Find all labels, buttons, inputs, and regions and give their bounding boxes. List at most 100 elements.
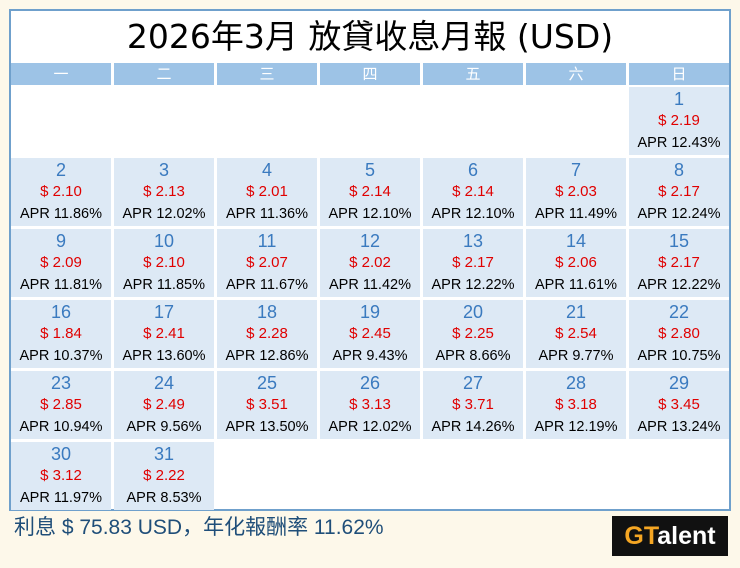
interest-amount: $ 1.84 <box>40 325 82 342</box>
apr-value: APR 12.02% <box>328 419 412 435</box>
day-cell: 30 $ 3.12 APR 11.97% <box>11 442 111 510</box>
day-cell: 18 $ 2.28 APR 12.86% <box>217 300 317 368</box>
day-cell: 13 $ 2.17 APR 12.22% <box>423 229 523 297</box>
interest-amount: $ 2.09 <box>40 254 82 271</box>
day-cell: 6 $ 2.14 APR 12.10% <box>423 158 523 226</box>
interest-amount: $ 2.41 <box>143 325 185 342</box>
day-number: 13 <box>462 231 484 251</box>
weekday-label: 四 <box>320 63 420 85</box>
day-cell: 28 $ 3.18 APR 12.19% <box>526 371 626 439</box>
apr-value: APR 8.53% <box>126 490 202 506</box>
interest-amount: $ 2.28 <box>246 325 288 342</box>
apr-value: APR 11.85% <box>123 277 205 293</box>
apr-value: APR 11.97% <box>20 490 102 506</box>
day-number: 26 <box>359 373 381 393</box>
day-number: 11 <box>257 231 277 251</box>
day-cell: 22 $ 2.80 APR 10.75% <box>629 300 729 368</box>
day-number: 23 <box>50 373 72 393</box>
day-number: 25 <box>256 373 278 393</box>
empty-cell <box>11 87 111 155</box>
day-cell: 26 $ 3.13 APR 12.02% <box>320 371 420 439</box>
day-number: 5 <box>364 160 375 180</box>
logo-part1: GT <box>624 522 658 550</box>
apr-value: APR 12.43% <box>637 135 721 151</box>
apr-value: APR 13.60% <box>122 348 206 364</box>
apr-value: APR 11.61% <box>535 277 617 293</box>
day-cell: 9 $ 2.09 APR 11.81% <box>11 229 111 297</box>
empty-cell <box>423 87 523 155</box>
day-number: 4 <box>261 160 272 180</box>
apr-value: APR 12.19% <box>534 419 618 435</box>
apr-value: APR 12.10% <box>431 206 515 222</box>
day-cell: 10 $ 2.10 APR 11.85% <box>114 229 214 297</box>
interest-amount: $ 3.13 <box>349 396 391 413</box>
summary-text: 利息 $ 75.83 USD，年化報酬率 11.62% <box>14 516 384 539</box>
day-number: 27 <box>462 373 484 393</box>
apr-value: APR 11.86% <box>20 206 102 222</box>
weekday-label: 二 <box>114 63 214 85</box>
interest-amount: $ 2.06 <box>555 254 597 271</box>
gtalent-logo: GTalent <box>612 516 728 556</box>
interest-amount: $ 2.19 <box>658 112 700 129</box>
day-number: 10 <box>153 231 175 251</box>
day-cell: 1 $ 2.19 APR 12.43% <box>629 87 729 155</box>
interest-amount: $ 2.80 <box>658 325 700 342</box>
weekday-label: 日 <box>629 63 729 85</box>
empty-cell <box>320 87 420 155</box>
logo-part2: alent <box>657 522 716 550</box>
day-number: 8 <box>673 160 684 180</box>
day-cell: 27 $ 3.71 APR 14.26% <box>423 371 523 439</box>
apr-value: APR 12.24% <box>637 206 721 222</box>
weekday-label: 三 <box>217 63 317 85</box>
interest-amount: $ 2.02 <box>349 254 391 271</box>
day-number: 12 <box>359 231 381 251</box>
interest-amount: $ 2.03 <box>555 183 597 200</box>
interest-amount: $ 3.51 <box>246 396 288 413</box>
day-number: 3 <box>158 160 169 180</box>
weekday-label: 一 <box>11 63 111 85</box>
day-cell: 4 $ 2.01 APR 11.36% <box>217 158 317 226</box>
apr-value: APR 11.81% <box>20 277 102 293</box>
day-cell: 24 $ 2.49 APR 9.56% <box>114 371 214 439</box>
apr-value: APR 12.02% <box>122 206 206 222</box>
interest-amount: $ 2.07 <box>246 254 288 271</box>
apr-value: APR 9.77% <box>538 348 614 364</box>
day-cell: 17 $ 2.41 APR 13.60% <box>114 300 214 368</box>
day-number: 16 <box>50 302 72 322</box>
day-cell: 8 $ 2.17 APR 12.24% <box>629 158 729 226</box>
calendar-frame: 2026年3月 放貸收息月報 (USD) 一二三四五六日 1 $ 2.19 APR … <box>9 9 731 511</box>
interest-amount: $ 2.25 <box>452 325 494 342</box>
day-number: 20 <box>462 302 484 322</box>
interest-amount: $ 2.10 <box>143 254 185 271</box>
day-number: 29 <box>668 373 690 393</box>
apr-value: APR 12.86% <box>225 348 309 364</box>
day-cell: 21 $ 2.54 APR 9.77% <box>526 300 626 368</box>
day-cell: 16 $ 1.84 APR 10.37% <box>11 300 111 368</box>
interest-amount: $ 2.14 <box>349 183 391 200</box>
interest-amount: $ 2.10 <box>40 183 82 200</box>
interest-amount: $ 3.18 <box>555 396 597 413</box>
day-cell: 2 $ 2.10 APR 11.86% <box>11 158 111 226</box>
apr-value: APR 13.24% <box>637 419 721 435</box>
day-number: 1 <box>673 89 684 109</box>
day-number: 7 <box>570 160 581 180</box>
weekday-label: 六 <box>526 63 626 85</box>
day-cell: 25 $ 3.51 APR 13.50% <box>217 371 317 439</box>
apr-value: APR 13.50% <box>225 419 309 435</box>
day-number: 14 <box>565 231 587 251</box>
day-cell: 23 $ 2.85 APR 10.94% <box>11 371 111 439</box>
interest-amount: $ 3.45 <box>658 396 700 413</box>
interest-amount: $ 2.45 <box>349 325 391 342</box>
page-title: 2026年3月 放貸收息月報 (USD) <box>126 17 614 56</box>
day-number: 2 <box>55 160 66 180</box>
day-cell: 20 $ 2.25 APR 8.66% <box>423 300 523 368</box>
apr-value: APR 11.42% <box>329 277 411 293</box>
interest-amount: $ 2.22 <box>143 467 185 484</box>
interest-amount: $ 2.17 <box>658 183 700 200</box>
day-cell: 15 $ 2.17 APR 12.22% <box>629 229 729 297</box>
day-number: 28 <box>565 373 587 393</box>
empty-cell <box>114 87 214 155</box>
day-number: 24 <box>153 373 175 393</box>
empty-cell <box>526 87 626 155</box>
empty-cell <box>217 87 317 155</box>
